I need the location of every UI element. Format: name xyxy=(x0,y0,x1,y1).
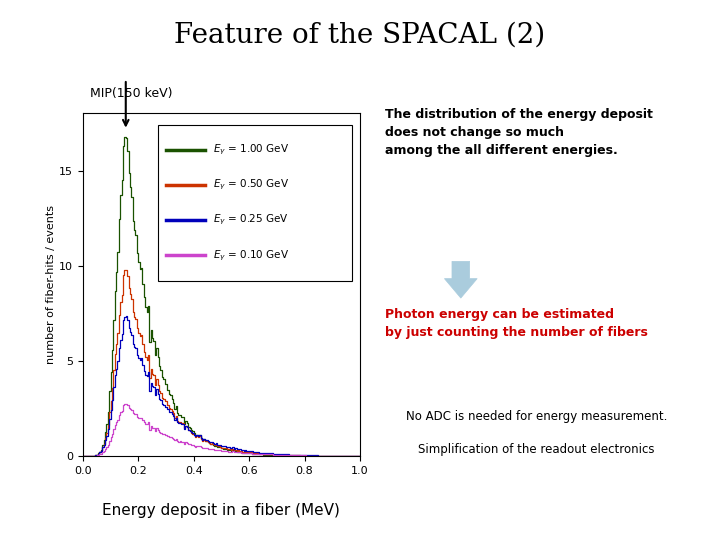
Text: $E_{\gamma}$ = 0.10 GeV: $E_{\gamma}$ = 0.10 GeV xyxy=(213,248,289,262)
Text: $E_{\gamma}$ = 1.00 GeV: $E_{\gamma}$ = 1.00 GeV xyxy=(213,143,289,157)
Text: Simplification of the readout electronics: Simplification of the readout electronic… xyxy=(418,443,654,456)
Text: No ADC is needed for energy measurement.: No ADC is needed for energy measurement. xyxy=(405,410,667,423)
Bar xyxy=(158,125,351,281)
Text: Energy deposit in a fiber (MeV): Energy deposit in a fiber (MeV) xyxy=(102,503,341,518)
Text: MIP(150 keV): MIP(150 keV) xyxy=(90,87,173,100)
Y-axis label: number of fiber-hits / events: number of fiber-hits / events xyxy=(46,205,56,364)
Text: The distribution of the energy deposit
does not change so much
among the all dif: The distribution of the energy deposit d… xyxy=(385,108,653,157)
Text: $E_{\gamma}$ = 0.25 GeV: $E_{\gamma}$ = 0.25 GeV xyxy=(213,213,289,227)
Text: Feature of the SPACAL (2): Feature of the SPACAL (2) xyxy=(174,22,546,49)
Text: Photon energy can be estimated
by just counting the number of fibers: Photon energy can be estimated by just c… xyxy=(385,308,648,339)
FancyArrow shape xyxy=(444,261,477,298)
Text: $E_{\gamma}$ = 0.50 GeV: $E_{\gamma}$ = 0.50 GeV xyxy=(213,178,289,192)
